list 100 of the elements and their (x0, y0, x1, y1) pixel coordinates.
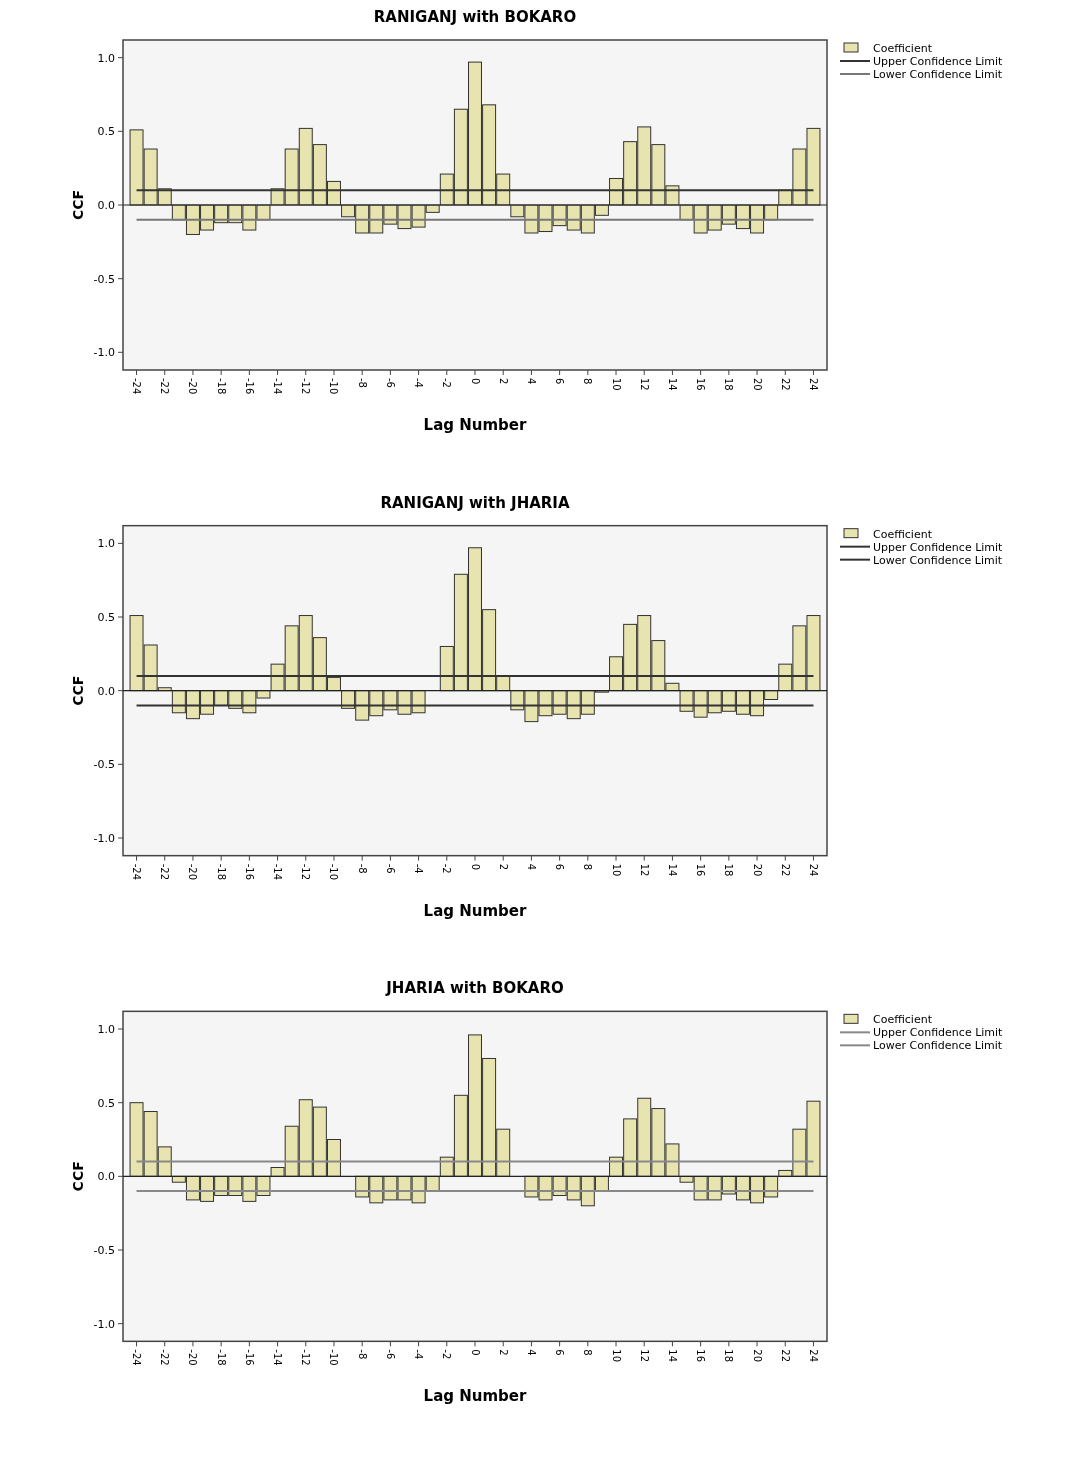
x-tick-label: 12 (638, 1349, 650, 1363)
y-tick-label: -1.0 (93, 831, 115, 845)
x-tick-label: -10 (328, 863, 340, 881)
x-tick-label: -22 (159, 378, 171, 395)
x-tick-label: 8 (582, 378, 594, 385)
x-tick-label: -12 (300, 1349, 312, 1366)
x-tick-label: -4 (413, 378, 425, 388)
legend-label: Upper Confidence Limit (873, 54, 1004, 68)
x-tick-label: -6 (384, 1349, 396, 1360)
x-tick-label: -12 (300, 378, 312, 395)
y-tick-label: -0.5 (93, 1243, 115, 1257)
y-tick-label: 0.5 (97, 125, 115, 139)
x-tick-label: -20 (187, 863, 199, 881)
x-tick-label: 18 (723, 863, 735, 877)
x-tick-label: -22 (159, 863, 171, 881)
x-tick-label: 24 (807, 1349, 819, 1363)
y-tick-label: 0.0 (97, 1170, 115, 1184)
y-tick-label: 0.0 (97, 684, 115, 698)
x-tick-label: 16 (695, 863, 707, 877)
x-tick-label: -24 (131, 1349, 143, 1366)
legend-label: Upper Confidence Limit (873, 1026, 1004, 1040)
x-tick-label: -4 (413, 863, 425, 874)
x-tick-label: -18 (215, 863, 227, 881)
y-tick-label: 1.0 (97, 51, 115, 65)
x-tick-label: -2 (441, 1349, 453, 1360)
x-tick-label: -10 (328, 1349, 340, 1366)
x-tick-label: -20 (187, 1349, 199, 1366)
y-tick-label: -1.0 (93, 1317, 115, 1331)
x-tick-label: -16 (243, 863, 255, 881)
x-tick-label: -16 (243, 1349, 255, 1366)
x-tick-label: 0 (469, 863, 481, 871)
x-tick-label: 24 (807, 863, 819, 877)
x-tick-label: 6 (554, 378, 566, 385)
x-tick-label: 22 (779, 378, 791, 391)
x-tick-label: -8 (356, 1349, 368, 1360)
x-tick-label: -2 (441, 863, 453, 874)
x-tick-label: 20 (751, 1349, 763, 1363)
x-tick-label: -8 (356, 863, 368, 874)
x-tick-label: 24 (807, 378, 819, 391)
x-tick-label: 14 (666, 863, 678, 877)
x-tick-label: 14 (666, 1349, 678, 1363)
x-tick-label: 22 (779, 1349, 791, 1363)
x-tick-label: -24 (131, 378, 143, 395)
legend-label: Lower Confidence Limit (873, 67, 1003, 81)
x-tick-label: 12 (638, 378, 650, 391)
x-tick-label: 4 (525, 1349, 537, 1356)
x-tick-label: 20 (751, 378, 763, 391)
y-tick-label: 0.5 (97, 1096, 115, 1110)
x-tick-label: 8 (582, 1349, 594, 1356)
x-tick-label: 10 (610, 1349, 622, 1363)
x-tick-label: -2 (441, 378, 453, 388)
x-tick-label: 16 (695, 378, 707, 391)
x-tick-label: -18 (215, 378, 227, 395)
x-tick-label: -22 (159, 1349, 171, 1366)
x-tick-label: 10 (610, 863, 622, 877)
x-tick-label: -14 (272, 863, 284, 881)
y-tick-label: 1.0 (97, 1022, 115, 1036)
y-tick-label: -0.5 (93, 758, 115, 772)
y-tick-label: -1.0 (93, 346, 115, 360)
x-tick-label: 22 (779, 863, 791, 877)
legend-label: Coefficient (873, 527, 933, 541)
x-tick-label: 16 (695, 1349, 707, 1363)
legend-label: Upper Confidence Limit (873, 540, 1004, 554)
x-axis-title: Lag Number (423, 1387, 528, 1406)
y-tick-label: 0.0 (97, 198, 115, 212)
x-tick-label: 8 (582, 863, 594, 871)
x-tick-label: -6 (384, 378, 396, 388)
chart-title: JHARIA with BOKARO (385, 979, 564, 998)
x-tick-label: -10 (328, 378, 340, 395)
x-tick-label: 6 (554, 1349, 566, 1356)
x-tick-label: -16 (243, 378, 255, 395)
legend-label: Coefficient (873, 41, 933, 55)
x-tick-label: -14 (272, 378, 284, 395)
x-tick-label: -8 (356, 378, 368, 388)
x-tick-label: 0 (469, 378, 481, 385)
x-tick-label: 2 (497, 863, 509, 871)
y-tick-label: 1.0 (97, 537, 115, 551)
x-tick-label: -18 (215, 1349, 227, 1366)
x-axis-title: Lag Number (423, 901, 528, 920)
x-tick-label: -14 (272, 1349, 284, 1366)
y-axis-title: CCF (70, 675, 86, 706)
chart-title: RANIGANJ with JHARIA (380, 493, 570, 512)
x-tick-label: -4 (413, 1349, 425, 1360)
x-tick-label: 10 (610, 378, 622, 391)
x-tick-label: 4 (525, 378, 537, 385)
x-tick-label: 12 (638, 863, 650, 877)
legend-label: Lower Confidence Limit (873, 553, 1003, 567)
legend-label: Coefficient (873, 1013, 933, 1027)
y-axis-title: CCF (70, 1161, 86, 1192)
x-tick-label: -20 (187, 378, 199, 395)
x-tick-label: 0 (469, 1349, 481, 1356)
x-tick-label: 6 (554, 863, 566, 871)
x-tick-label: 18 (723, 378, 735, 391)
x-tick-label: -24 (131, 863, 143, 881)
chart-title: RANIGANJ with BOKARO (373, 8, 577, 26)
x-tick-label: 18 (723, 1349, 735, 1363)
x-tick-label: -6 (384, 863, 396, 874)
y-axis-title: CCF (70, 189, 86, 221)
x-tick-label: 4 (525, 863, 537, 871)
legend-label: Lower Confidence Limit (873, 1039, 1003, 1053)
